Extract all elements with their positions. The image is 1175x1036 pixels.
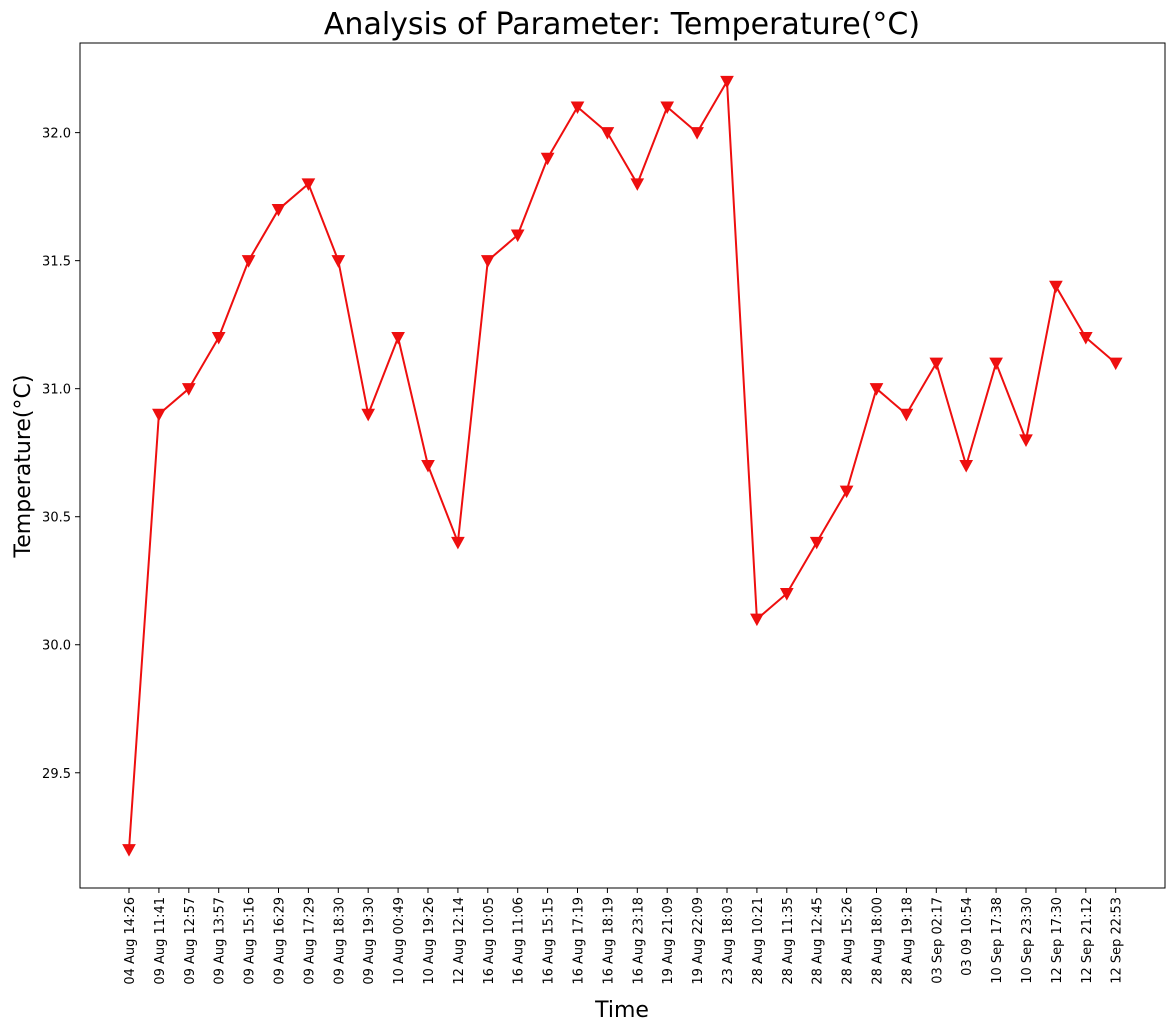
data-point-marker — [690, 127, 704, 140]
data-point-marker — [1019, 434, 1033, 447]
x-tick-label: 10 Aug 00:49 — [392, 897, 407, 985]
x-tick-label: 28 Aug 10:21 — [751, 897, 766, 985]
data-point-marker — [750, 613, 764, 627]
x-tick-label: 10 Sep 17:38 — [990, 897, 1005, 984]
y-tick-label: 29.5 — [42, 767, 71, 782]
data-point-marker — [1049, 280, 1063, 294]
y-axis: 29.5 30.0 30.5 31.0 31.5 32.0 — [42, 127, 80, 782]
x-tick-label: 28 Aug 11:35 — [781, 897, 796, 985]
y-axis-label: Temperature(°C) — [11, 375, 36, 559]
x-tick-label: 16 Aug 17:19 — [572, 897, 587, 985]
series-layer — [122, 75, 1123, 857]
data-point-marker — [331, 255, 346, 268]
x-tick-label: 12 Sep 21:12 — [1080, 897, 1095, 984]
data-point-marker — [480, 255, 495, 268]
x-tick-label: 12 Sep 17:30 — [1050, 897, 1065, 984]
data-point-marker — [271, 203, 286, 217]
data-point-marker — [959, 460, 974, 473]
data-point-marker — [660, 101, 675, 115]
data-point-marker — [929, 357, 944, 371]
x-tick-label: 19 Aug 22:09 — [691, 897, 706, 985]
data-point-marker — [181, 383, 196, 396]
x-tick-label: 16 Aug 18:19 — [601, 897, 616, 985]
plot-area — [79, 42, 1166, 889]
data-point-marker — [600, 127, 615, 140]
x-tick-label: 09 Aug 15:16 — [243, 897, 258, 985]
data-point-marker — [720, 75, 734, 89]
y-tick-label: 32.0 — [42, 127, 71, 142]
x-tick-label: 28 Aug 18:00 — [871, 897, 886, 985]
data-point-marker — [510, 229, 525, 243]
data-point-marker — [540, 152, 555, 166]
data-point-marker — [839, 485, 854, 499]
x-tick-label: 09 Aug 16:29 — [273, 897, 288, 985]
data-point-marker — [1078, 331, 1093, 345]
x-tick-label: 16 Aug 10:05 — [482, 897, 497, 985]
data-point-marker — [391, 331, 405, 345]
x-tick-label: 16 Aug 15:15 — [542, 897, 557, 985]
data-point-marker — [899, 408, 914, 422]
data-point-marker — [211, 331, 226, 345]
data-point-marker — [421, 460, 435, 473]
x-tick-label: 03 Sep 02:17 — [930, 897, 945, 984]
data-point-marker — [152, 408, 166, 422]
x-tick-label: 09 Aug 11:41 — [153, 897, 168, 985]
x-tick-label: 28 Aug 19:18 — [900, 897, 915, 985]
x-tick-label: 16 Aug 23:18 — [631, 897, 646, 985]
x-tick-label: 09 Aug 18:30 — [332, 897, 347, 985]
x-tick-label: 09 Aug 17:29 — [302, 897, 317, 985]
data-point-marker — [989, 357, 1003, 371]
x-tick-label: 28 Aug 15:26 — [841, 897, 856, 985]
x-tick-label: 12 Aug 12:14 — [452, 897, 467, 985]
y-tick-label: 30.5 — [42, 511, 71, 526]
data-point-marker — [361, 408, 376, 422]
x-tick-label: 19 Aug 21:09 — [661, 897, 676, 985]
x-tick-label: 04 Aug 14:26 — [123, 897, 138, 985]
data-point-marker — [570, 101, 585, 115]
x-tick-label: 16 Aug 11:06 — [512, 897, 527, 985]
series-line — [128, 80, 1117, 850]
chart-title: Analysis of Parameter: Temperature(°C) — [324, 7, 920, 42]
x-tick-label: 09 Aug 13:57 — [213, 897, 228, 985]
data-point-marker — [451, 536, 465, 550]
data-point-marker — [241, 255, 256, 268]
x-tick-label: 10 Sep 23:30 — [1020, 897, 1035, 984]
x-tick-label: 28 Aug 12:45 — [811, 897, 826, 985]
y-tick-label: 31.5 — [42, 255, 71, 270]
data-point-marker — [809, 536, 824, 550]
data-point-marker — [630, 178, 645, 191]
y-tick-label: 31.0 — [42, 383, 71, 398]
data-point-marker — [779, 588, 794, 601]
x-tick-label: 09 Aug 12:57 — [183, 897, 198, 985]
x-tick-label: 10 Aug 19:26 — [422, 897, 437, 985]
x-tick-label: 23 Aug 18:03 — [721, 897, 736, 985]
x-tick-label: 09 Aug 19:30 — [362, 897, 377, 985]
data-point-marker — [1108, 357, 1123, 371]
x-tick-label: 12 Sep 22:53 — [1110, 897, 1125, 984]
x-axis: 04 Aug 14:26 09 Aug 11:41 09 Aug 12:57 09 A… — [123, 888, 1125, 985]
data-point-marker — [122, 844, 136, 857]
data-point-marker — [301, 178, 316, 191]
x-axis-label: Time — [594, 998, 649, 1023]
y-tick-label: 30.0 — [42, 639, 71, 654]
x-tick-label: 03 09 10:54 — [960, 897, 975, 976]
data-point-marker — [869, 383, 884, 396]
